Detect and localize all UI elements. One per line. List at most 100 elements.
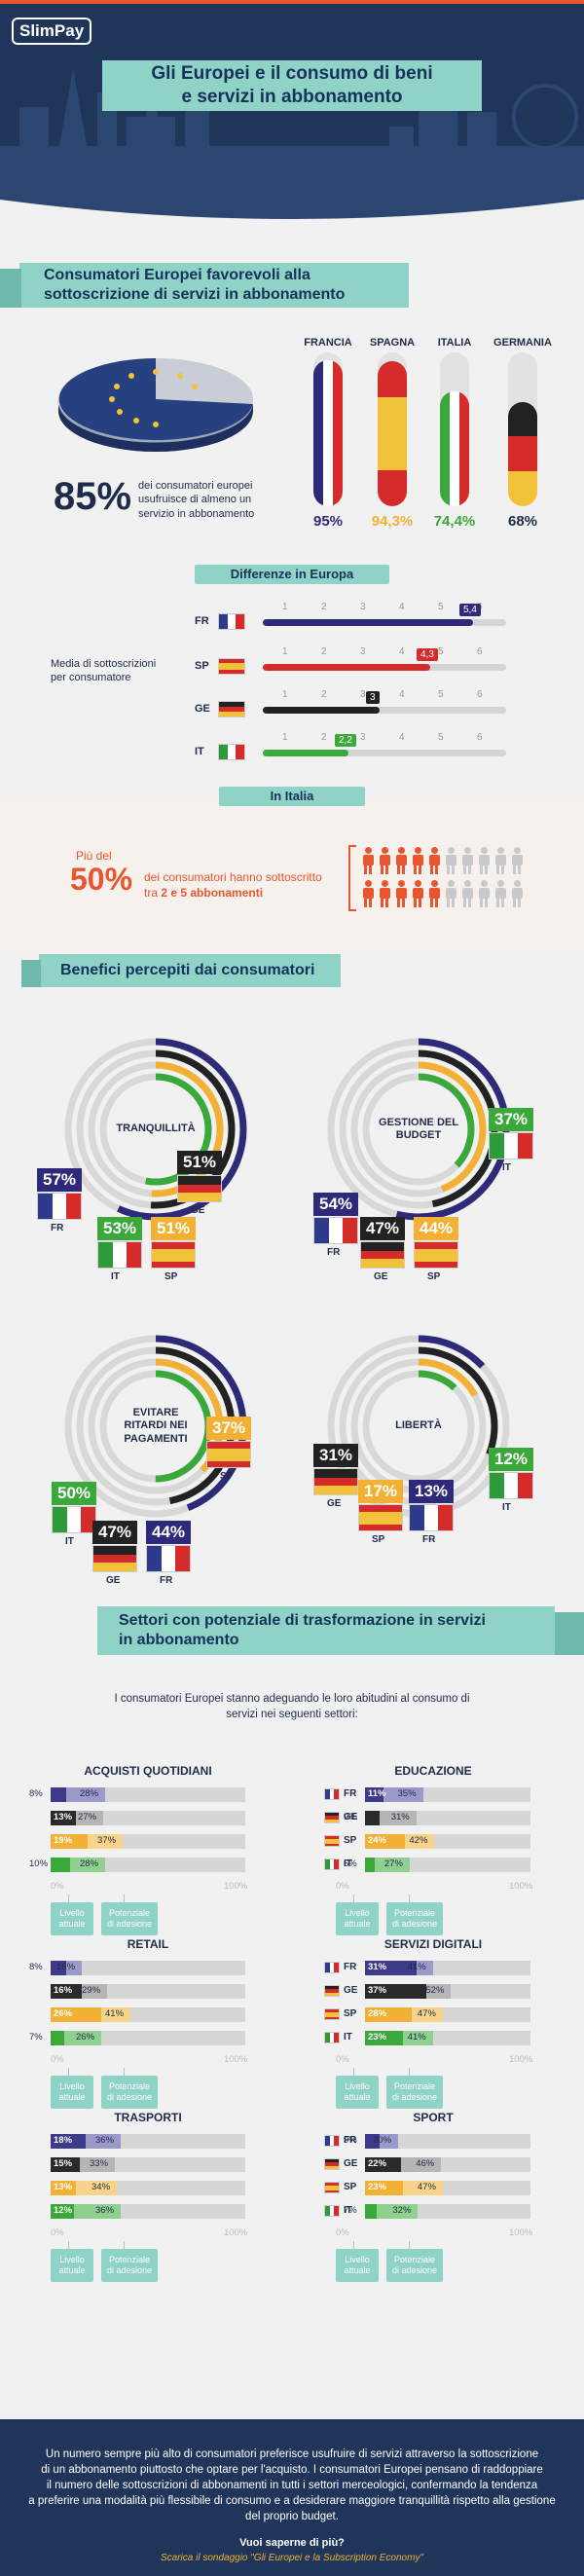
slimpay-logo[interactable]: SlimPay	[12, 18, 92, 45]
benefit-badge-sp: 37%	[206, 1417, 251, 1440]
sectors-title-tab	[555, 1612, 584, 1655]
diff-row-code: IT	[195, 746, 204, 757]
flag-it-icon	[324, 1858, 340, 1870]
sector-label-current: 11%	[368, 1788, 386, 1799]
diff-tick-label: 1	[282, 602, 288, 612]
country-tube-fill	[440, 391, 469, 506]
flag-it-icon	[324, 2205, 340, 2217]
sector-label-potential: 32%	[392, 2205, 412, 2216]
sector-label-potential: 20%	[373, 2135, 392, 2146]
italy-text-bold: 2 e 5 abbonamenti	[161, 886, 264, 901]
sectors-intro-line1: I consumatori Europei stanno adeguando l…	[114, 1693, 470, 1705]
sector-label-potential: 41%	[105, 2008, 125, 2019]
country-name: FRANCIA	[304, 337, 352, 349]
flag-it-icon	[52, 1506, 96, 1533]
country-tube	[378, 352, 407, 506]
sector-label-potential: 35%	[397, 1788, 417, 1799]
flag-sp-icon	[206, 1441, 251, 1468]
sector-bar-current	[365, 2204, 377, 2219]
sector-title: TRASPORTI	[114, 2111, 182, 2124]
legend-potential: Potenziale di adesione	[101, 2076, 158, 2109]
sector-axis-start: 0%	[51, 2227, 64, 2238]
person-icon	[511, 847, 523, 874]
benefit-country-code: IT	[111, 1271, 120, 1282]
sectors-intro: I consumatori Europei stanno adeguando l…	[0, 1691, 584, 1722]
benefit-arc-sp	[350, 1061, 487, 1197]
person-icon	[379, 847, 390, 874]
sector-label-potential: 47%	[417, 2008, 436, 2019]
sector-axis-start: 0%	[336, 2054, 349, 2065]
sector-track	[365, 2134, 530, 2149]
sector-bar-current	[365, 1834, 405, 1849]
flag-it-icon	[489, 1132, 533, 1159]
sector-track	[51, 1961, 245, 1975]
benefits-title: Benefici percepiti dai consumatori	[39, 954, 341, 987]
sector-label-current: 8%	[29, 1962, 43, 1972]
person-icon	[478, 880, 490, 907]
flag-ge-icon	[313, 1468, 358, 1495]
diff-tick-label: 2	[321, 646, 327, 657]
benefit-label: TRANQUILLITÀ	[116, 1122, 196, 1135]
diff-tick-label: 1	[282, 732, 288, 743]
benefit-badge-it: 12%	[489, 1448, 533, 1471]
person-icon	[461, 847, 473, 874]
legend-current: Livello attuale	[336, 1902, 379, 1935]
sector-title: RETAIL	[127, 1937, 169, 1951]
flag-it-icon	[324, 2032, 340, 2043]
sector-label-current: 18%	[54, 2135, 73, 2146]
benefit-badge-ge: 47%	[360, 1217, 405, 1240]
country-name: GERMANIA	[493, 337, 552, 349]
sector-label-potential: 37%	[97, 1835, 117, 1846]
footer: Un numero sempre più alto di consumatori…	[0, 2419, 584, 2576]
sector-label-current: 28%	[368, 2008, 387, 2019]
benefit-arc-it	[362, 1370, 475, 1483]
footer-download-link[interactable]: Scarica il sondaggio "Gli Europei e la S…	[160, 2552, 423, 2563]
page-title: Gli Europei e il consumo di beni e servi…	[102, 60, 482, 111]
diff-tick-label: 2	[321, 689, 327, 700]
person-icon	[494, 847, 506, 874]
diff-tick-label: 1	[282, 689, 288, 700]
person-icon	[445, 880, 456, 907]
country-tube-fill	[378, 361, 407, 506]
diff-tick-label: 6	[477, 689, 483, 700]
flag-ge-icon	[218, 701, 245, 718]
benefit-badge-sp: 44%	[414, 1217, 458, 1240]
flag-ge-icon	[324, 1985, 340, 1997]
italy-band	[0, 798, 584, 954]
benefit-country-code: IT	[65, 1536, 74, 1547]
sector-axis-end: 100%	[224, 2227, 248, 2238]
benefit-arc-sp	[88, 1061, 224, 1197]
eu-pie-chart	[57, 358, 254, 452]
flag-sp-icon	[414, 1241, 458, 1269]
sector-label-current: 10%	[29, 1858, 49, 1869]
sector-label-current: 9%	[344, 2135, 357, 2146]
person-icon	[395, 847, 407, 874]
sector-bar-potential	[365, 1858, 410, 1872]
person-icon	[445, 847, 456, 874]
diff-value-label: 3	[366, 691, 380, 704]
sector-bar-current	[365, 2181, 404, 2195]
legend-potential: Potenziale di adesione	[101, 1902, 158, 1935]
sector-label-potential: 16%	[56, 1962, 76, 1972]
section1-title: Consumatori Europei favorevoli alla sott…	[19, 263, 409, 308]
sector-title: EDUCAZIONE	[394, 1764, 472, 1778]
sector-title: ACQUISTI QUOTIDIANI	[84, 1764, 212, 1778]
italy-text-line2: tra 2 e 5 abbonamenti	[144, 885, 322, 901]
sector-row-code: GE	[344, 2158, 358, 2169]
country-tube-fill	[508, 401, 537, 506]
benefit-badge-sp: 51%	[151, 1217, 196, 1240]
footer-text-line3: il numero delle sottoscrizioni di abbona…	[46, 2480, 538, 2492]
country-percent: 74,4%	[433, 513, 476, 530]
benefit-badge-fr: 57%	[37, 1168, 82, 1192]
benefit-country-code: FR	[327, 1247, 341, 1258]
benefit-arc-ge	[76, 1049, 236, 1209]
sector-label-potential: 47%	[417, 2182, 436, 2192]
sector-label-potential: 28%	[80, 1858, 99, 1869]
sector-label-current: 24%	[368, 1835, 387, 1846]
italy-prefix: Più del	[76, 849, 112, 863]
sector-axis-end: 100%	[509, 1881, 533, 1892]
page-title-line2: e servizi in abbonamento	[181, 87, 403, 107]
sector-title: SERVIZI DIGITALI	[383, 1937, 483, 1951]
sector-axis-start: 0%	[336, 2227, 349, 2238]
benefit-country-code: GE	[191, 1205, 205, 1216]
